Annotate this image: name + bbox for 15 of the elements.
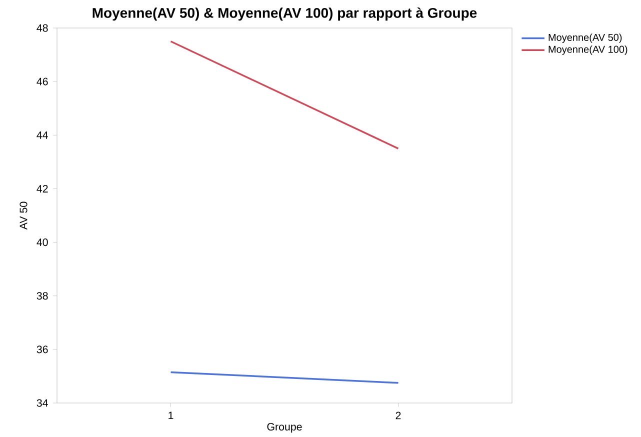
legend-label: Moyenne(AV 50) [548,34,622,43]
y-axis-title: AV 50 [20,202,28,230]
y-tick-label: 44 [36,131,48,139]
x-tick-label: 2 [396,412,401,420]
y-tick-label: 38 [36,292,48,300]
legend-label: Moyenne(AV 100) [548,46,628,55]
chart-title: Moyenne(AV 50) & Moyenne(AV 100) par rapport à Groupe [92,7,477,21]
x-axis-title: Groupe [267,422,302,433]
x-tick-label: 1 [168,412,174,420]
y-tick-label: 42 [36,184,48,192]
y-tick-label: 34 [36,399,48,407]
y-tick-label: 40 [36,238,48,246]
y-tick-label: 48 [36,24,48,32]
y-tick-label: 46 [36,78,48,86]
y-tick-label: 36 [36,346,48,354]
